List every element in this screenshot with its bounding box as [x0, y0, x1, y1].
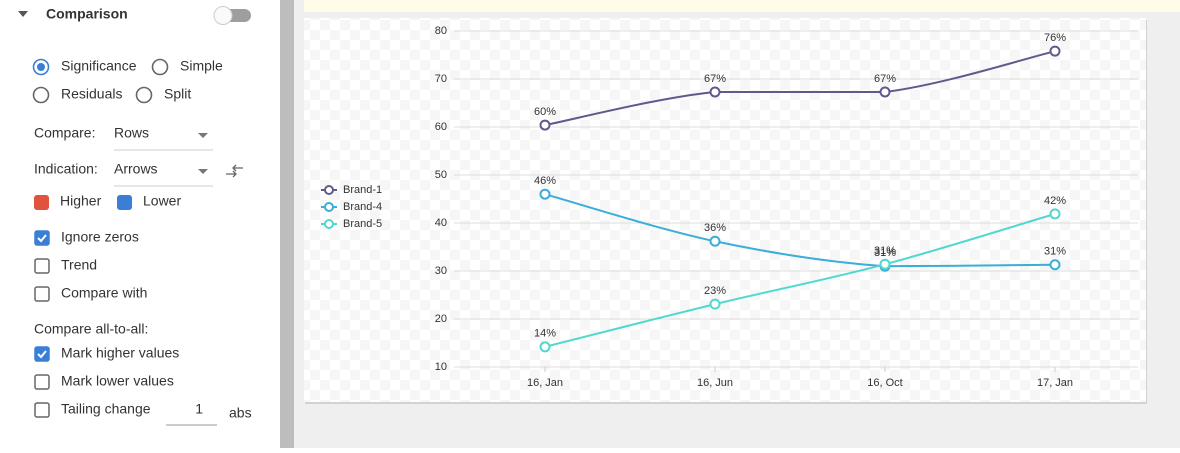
- checkmark: [37, 234, 47, 243]
- color-label: Higher: [60, 193, 102, 209]
- checkbox[interactable]: [34, 374, 50, 390]
- checkbox-label[interactable]: Trend: [61, 257, 97, 273]
- chart-card: [304, 18, 1146, 402]
- y-tick-label: 10: [435, 361, 447, 373]
- legend-label[interactable]: Brand-5: [343, 218, 382, 230]
- checkbox-label[interactable]: Ignore zeros: [61, 229, 139, 245]
- top-bar: [304, 0, 1180, 12]
- radio-label[interactable]: Simple: [180, 58, 223, 74]
- color-swatch[interactable]: [34, 195, 49, 210]
- point: [539, 341, 551, 353]
- checkbox[interactable]: [34, 230, 50, 246]
- data-label: 14%: [534, 328, 556, 340]
- radio[interactable]: [151, 58, 169, 76]
- legend-marker: [324, 219, 334, 229]
- data-label: 23%: [704, 285, 726, 297]
- toggle-knob[interactable]: [213, 6, 233, 25]
- data-label: 67%: [874, 73, 896, 85]
- point: [1049, 259, 1061, 271]
- radio-label[interactable]: Split: [164, 86, 191, 102]
- checkbox-label[interactable]: Mark lower values: [61, 373, 174, 389]
- point: [879, 258, 891, 270]
- x-tick-label: 16, Jun: [697, 377, 733, 389]
- legend-marker: [324, 185, 334, 195]
- data-label: 67%: [704, 73, 726, 85]
- point: [709, 298, 721, 310]
- radio[interactable]: [135, 86, 153, 104]
- field-label: Indication:: [34, 161, 98, 177]
- point: [709, 235, 721, 247]
- dropdown-arrow[interactable]: [198, 169, 208, 174]
- point: [709, 86, 721, 98]
- point: [539, 188, 551, 200]
- data-label: 31%: [1044, 246, 1066, 258]
- data-label: 46%: [534, 175, 556, 187]
- dropdown-value[interactable]: Rows: [114, 125, 149, 141]
- data-label: 36%: [704, 222, 726, 234]
- legend-label[interactable]: Brand-4: [343, 201, 382, 213]
- dropdown-arrow[interactable]: [198, 133, 208, 138]
- series-line: [544, 193, 1056, 268]
- data-label: 31%: [874, 245, 896, 257]
- checkbox[interactable]: [34, 258, 50, 274]
- x-tick-label: 16, Oct: [867, 377, 902, 389]
- series-line: [544, 212, 1056, 348]
- data-label: 60%: [534, 106, 556, 118]
- collapse-icon[interactable]: [18, 11, 28, 17]
- radio-dot: [37, 63, 45, 71]
- y-tick-label: 80: [435, 25, 447, 37]
- checkbox-label[interactable]: Mark higher values: [61, 345, 179, 361]
- y-tick-label: 20: [435, 313, 447, 325]
- input-unit: abs: [229, 405, 252, 421]
- radio-label[interactable]: Significance: [61, 58, 137, 74]
- input-value[interactable]: 1: [195, 401, 203, 417]
- point: [1049, 208, 1061, 220]
- radio[interactable]: [32, 86, 50, 104]
- data-label: 76%: [1044, 32, 1066, 44]
- field-label: Compare:: [34, 125, 95, 141]
- legend-label[interactable]: Brand-1: [343, 184, 382, 196]
- checkbox[interactable]: [34, 346, 50, 362]
- checkbox[interactable]: [34, 286, 50, 302]
- color-label: Lower: [143, 193, 181, 209]
- checkbox-label[interactable]: Compare with: [61, 285, 147, 301]
- data-label: 31%: [874, 247, 896, 259]
- point: [539, 119, 551, 131]
- y-tick-label: 60: [435, 121, 447, 133]
- dropdown-value[interactable]: Arrows: [114, 161, 158, 177]
- section-title: Comparison: [46, 6, 128, 22]
- swap-icon[interactable]: [226, 164, 243, 178]
- checkbox[interactable]: [34, 402, 50, 418]
- point: [879, 86, 891, 98]
- x-tick-label: 17, Jan: [1037, 377, 1073, 389]
- x-tick-label: 16, Jan: [527, 377, 563, 389]
- checkbox-label[interactable]: Tailing change: [61, 401, 151, 417]
- legend-marker: [324, 202, 334, 212]
- group-label: Compare all-to-all:: [34, 321, 148, 337]
- point: [1049, 45, 1061, 57]
- y-tick-label: 30: [435, 265, 447, 277]
- radio-label[interactable]: Residuals: [61, 86, 122, 102]
- series-line: [544, 50, 1056, 127]
- side-panel: [0, 0, 280, 448]
- y-tick-label: 70: [435, 73, 447, 85]
- scrollbar[interactable]: [280, 0, 294, 448]
- y-tick-label: 50: [435, 169, 447, 181]
- y-tick-label: 40: [435, 217, 447, 229]
- color-swatch[interactable]: [117, 195, 132, 210]
- checkmark: [37, 350, 47, 359]
- data-label: 42%: [1044, 195, 1066, 207]
